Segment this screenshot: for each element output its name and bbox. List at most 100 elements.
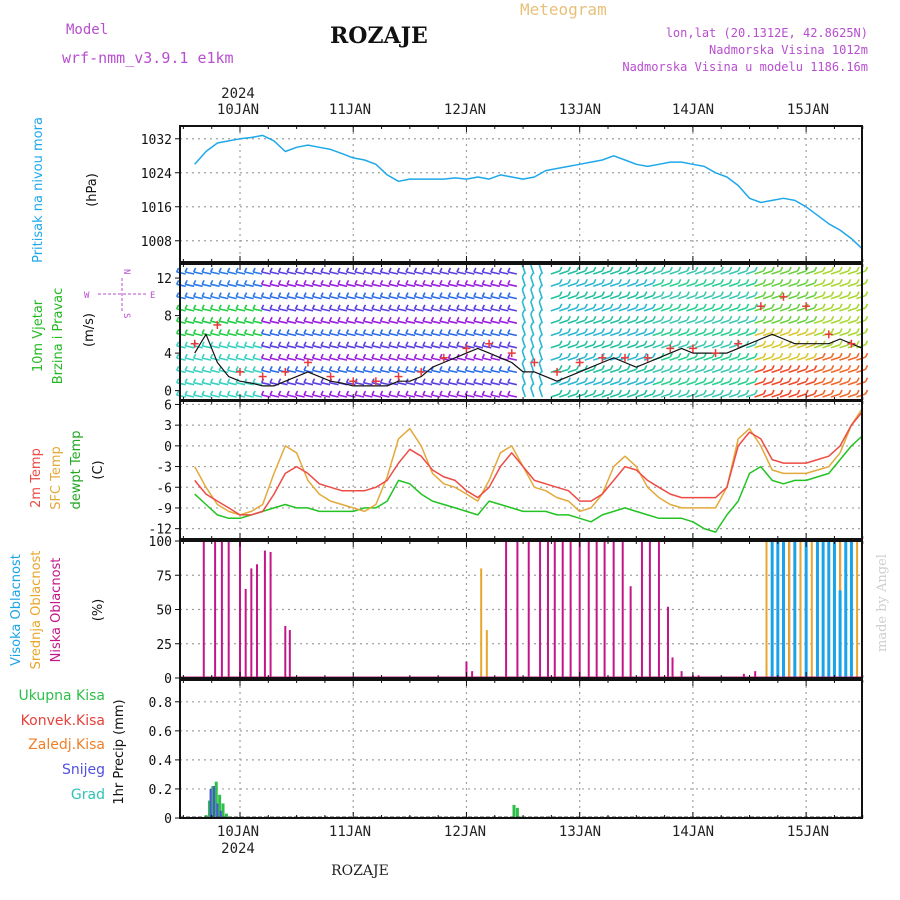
wind-barb — [779, 315, 784, 321]
wind-arrow — [830, 319, 841, 324]
wind-barb — [320, 366, 324, 371]
wind-arrow — [329, 381, 339, 386]
wind-arrow — [762, 344, 773, 349]
wind-barb — [737, 377, 741, 383]
wind-barb — [745, 315, 750, 321]
wind-barb — [584, 278, 589, 284]
wind-barb — [294, 329, 299, 334]
wind-barb — [362, 378, 367, 384]
wind-barb — [311, 390, 316, 396]
wind-barb — [745, 278, 750, 284]
wind-arrow — [278, 332, 288, 337]
wind-barb — [320, 267, 324, 273]
wind-barb — [703, 365, 707, 370]
wind-arrow — [521, 363, 527, 373]
wind-arrow — [813, 368, 824, 374]
wind-arrow — [779, 344, 790, 349]
wind-barb — [192, 267, 197, 273]
wind-barb — [521, 383, 526, 389]
wind-arrow — [184, 332, 195, 337]
wind-arrow — [337, 369, 348, 374]
wind-arrow — [431, 332, 441, 337]
wind-arrow — [796, 344, 807, 349]
wind-barb — [175, 316, 180, 322]
wind-barb — [567, 365, 572, 370]
wind-barb — [379, 304, 384, 310]
wind-barb — [405, 316, 409, 322]
day-label-top: 11JAN — [329, 102, 371, 118]
wind-barb — [209, 304, 214, 310]
wind-arrow — [669, 294, 679, 300]
wind-barb — [847, 377, 852, 383]
wind-arrow — [218, 357, 229, 361]
y-tick-label: -9 — [156, 502, 172, 517]
wind-arrow — [813, 331, 824, 337]
wind-arrow — [745, 294, 756, 300]
low-cloud-bar — [667, 606, 670, 678]
wind-barb — [192, 304, 197, 310]
wind-arrow — [610, 380, 620, 386]
wind-arrow — [227, 345, 237, 349]
y-tick-label: 1016 — [141, 201, 172, 216]
wind-arrow — [371, 271, 382, 275]
wind-barb — [209, 267, 214, 273]
wind-arrow — [176, 320, 186, 324]
wind-barb — [694, 315, 699, 321]
wind-arrow — [720, 270, 730, 275]
wind-barb — [694, 266, 699, 272]
wind-barb — [294, 292, 299, 297]
wind-barb — [481, 341, 486, 347]
wind-arrow — [626, 368, 637, 374]
wind-barb — [652, 266, 656, 272]
wind-barb — [320, 316, 324, 322]
wind-arrow — [346, 283, 356, 288]
wind-barb — [422, 378, 426, 384]
wind-arrow — [448, 271, 458, 275]
wind-barb — [660, 328, 665, 333]
wind-barb — [669, 340, 673, 346]
wind-arrow — [538, 301, 544, 312]
wind-barb — [192, 279, 197, 285]
wind-arrow — [779, 331, 790, 337]
wind-barb — [788, 377, 792, 383]
wind-arrow — [567, 380, 578, 386]
wind-arrow — [235, 381, 246, 386]
wind-barb — [311, 304, 316, 310]
wind-barb — [627, 303, 631, 309]
wind-arrow — [576, 270, 586, 275]
wind-arrow — [278, 295, 288, 300]
wind-arrow — [584, 331, 595, 337]
wind-arrow — [652, 319, 662, 324]
wind-barb — [362, 316, 367, 322]
wind-arrow — [312, 381, 322, 386]
wind-arrow — [490, 394, 501, 398]
wind-arrow — [414, 295, 424, 300]
wind-barb — [864, 389, 869, 395]
wind-arrow — [839, 331, 849, 337]
wind-barb — [847, 291, 852, 296]
wind-arrow — [762, 319, 773, 324]
wind-arrow — [337, 320, 348, 324]
wind-barb — [711, 365, 716, 370]
wind-barb — [864, 352, 869, 358]
wind-arrow — [847, 270, 858, 275]
wind-barb — [745, 266, 750, 272]
wind-arrow — [567, 331, 578, 337]
wind-arrow — [779, 319, 790, 324]
wind-arrow — [354, 332, 365, 337]
pressure-title: Pritisak na nivou mora — [31, 117, 46, 263]
wind-barb — [839, 389, 843, 395]
wind-arrow — [414, 332, 424, 337]
high-cloud-bar — [770, 541, 774, 678]
wind-barb — [567, 291, 572, 296]
wind-arrow — [559, 356, 569, 361]
wind-arrow — [320, 381, 331, 386]
wind-arrow — [530, 264, 535, 275]
wind-arrow — [278, 308, 288, 312]
wind-arrow — [847, 356, 858, 361]
wind-arrow — [839, 294, 849, 300]
wind-arrow — [201, 345, 212, 349]
wind-barb — [320, 341, 324, 347]
wind-barb — [856, 291, 860, 296]
wind-arrow — [745, 319, 756, 324]
